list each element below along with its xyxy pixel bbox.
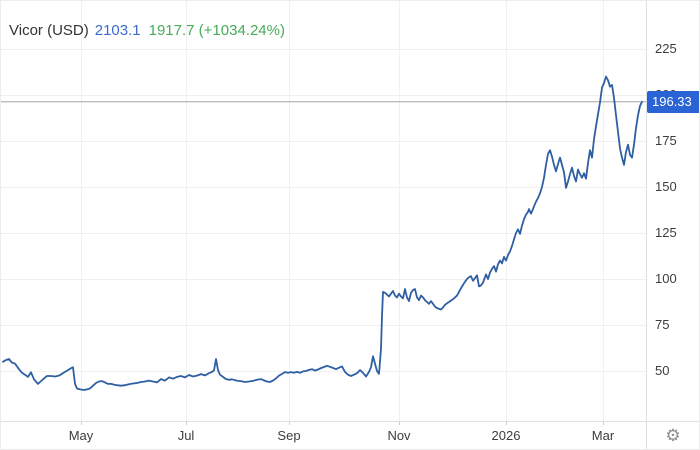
y-axis-label: 225	[655, 41, 677, 56]
y-axis-label: 50	[655, 363, 670, 378]
primary-value: 2103.1	[94, 22, 141, 39]
grid-lines	[1, 1, 646, 421]
x-axis-label: Nov	[387, 428, 411, 443]
y-axis-label: 150	[655, 179, 677, 194]
x-axis-label: Sep	[277, 428, 301, 443]
chart-header: Vicor (USD) 2103.1 1917.7 (+1034.24%)	[9, 22, 285, 39]
series-line	[2, 75, 643, 391]
y-axis-label: 175	[655, 133, 677, 148]
current-price-value: 196.33	[652, 93, 692, 109]
x-axis-label: 2026	[491, 428, 521, 443]
x-axis-label: Jul	[177, 428, 195, 443]
x-axis-label: Mar	[591, 428, 615, 443]
y-axis[interactable]: 2252001751501251007550	[646, 1, 699, 421]
series-polyline	[2, 75, 643, 391]
x-axis-label: May	[68, 428, 94, 443]
y-axis-label: 75	[655, 317, 670, 332]
current-price-tag: 196.33	[647, 90, 699, 113]
settings-gear-icon[interactable]: ⚙	[661, 424, 685, 448]
x-axis[interactable]: May Jul Sep Nov 2026 Mar	[1, 421, 646, 449]
gear-glyph: ⚙	[665, 426, 681, 445]
symbol-label: Vicor (USD)	[9, 22, 89, 39]
y-axis-label: 100	[655, 271, 677, 286]
change-value: 1917.7 (+1034.24%)	[148, 22, 285, 39]
y-axis-label: 125	[655, 225, 677, 240]
